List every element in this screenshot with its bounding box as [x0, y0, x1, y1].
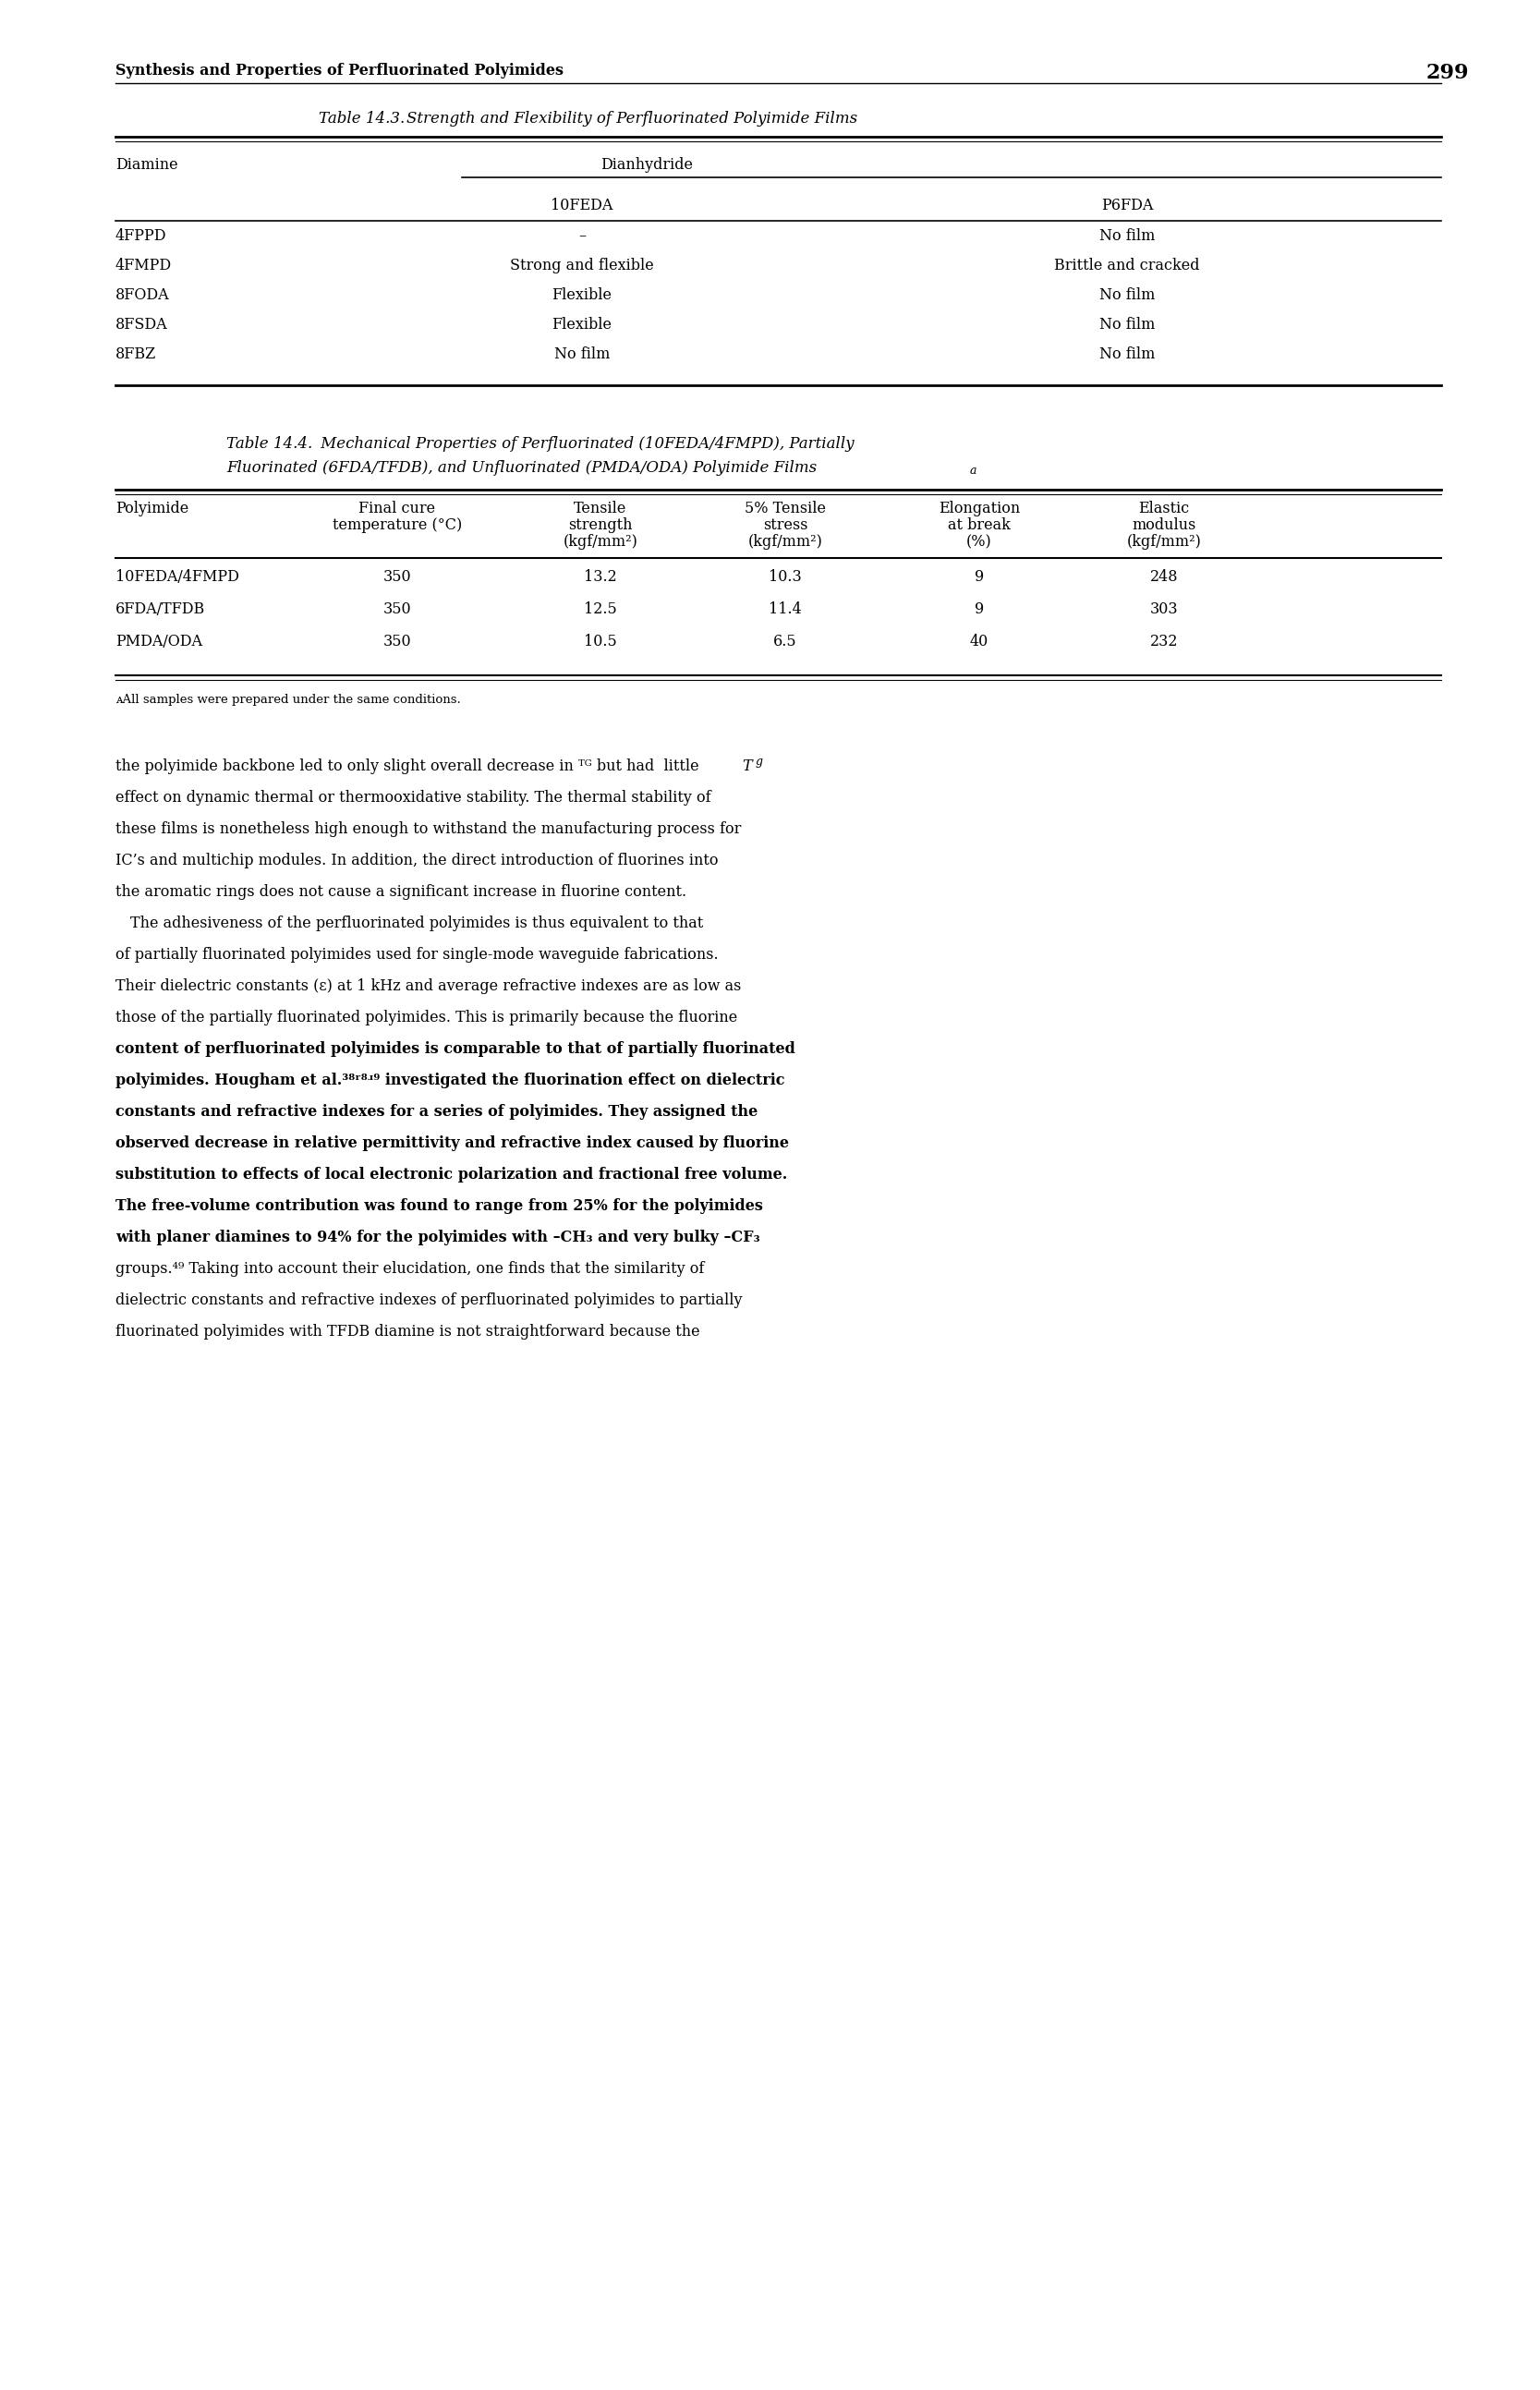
- Text: The adhesiveness of the perfluorinated polyimides is thus equivalent to that: The adhesiveness of the perfluorinated p…: [115, 915, 704, 932]
- Text: Fluorinated (6FDA/TFDB), and Unfluorinated (PMDA/ODA) Polyimide Films: Fluorinated (6FDA/TFDB), and Unfluorinat…: [226, 461, 816, 476]
- Text: Their dielectric constants (ε) at 1 kHz and average refractive indexes are as lo: Their dielectric constants (ε) at 1 kHz …: [115, 978, 741, 994]
- Text: 6FDA/TFDB: 6FDA/TFDB: [115, 602, 205, 617]
- Text: 9: 9: [975, 569, 984, 586]
- Text: 299: 299: [1426, 62, 1469, 84]
- Text: the aromatic rings does not cause a significant increase in fluorine content.: the aromatic rings does not cause a sign…: [115, 884, 687, 899]
- Text: Final cure: Final cure: [359, 502, 436, 516]
- Text: 4FPPD: 4FPPD: [115, 227, 166, 244]
- Text: these films is nonetheless high enough to withstand the manufacturing process fo: these films is nonetheless high enough t…: [115, 822, 741, 836]
- Text: modulus: modulus: [1132, 516, 1197, 533]
- Text: Strong and flexible: Strong and flexible: [510, 258, 654, 272]
- Text: with planer diamines to 94% for the polyimides with –CH₃ and very bulky –CF₃: with planer diamines to 94% for the poly…: [115, 1228, 759, 1245]
- Text: 8FSDA: 8FSDA: [115, 318, 168, 332]
- Text: fluorinated polyimides with TFDB diamine is not straightforward because the: fluorinated polyimides with TFDB diamine…: [115, 1324, 699, 1338]
- Text: Flexible: Flexible: [551, 318, 611, 332]
- Text: P6FDA: P6FDA: [1101, 198, 1153, 213]
- Text: Brittle and cracked: Brittle and cracked: [1055, 258, 1200, 272]
- Text: No film: No film: [1100, 287, 1155, 304]
- Text: 8FBZ: 8FBZ: [115, 347, 157, 363]
- Text: (kgf/mm²): (kgf/mm²): [564, 533, 638, 550]
- Text: (kgf/mm²): (kgf/mm²): [1127, 533, 1201, 550]
- Text: of partially fluorinated polyimides used for single-mode waveguide fabrications.: of partially fluorinated polyimides used…: [115, 946, 718, 963]
- Text: No film: No film: [1100, 347, 1155, 363]
- Text: 11.4: 11.4: [768, 602, 802, 617]
- Text: (%): (%): [967, 533, 992, 550]
- Text: strength: strength: [568, 516, 633, 533]
- Text: ᴀAll samples were prepared under the same conditions.: ᴀAll samples were prepared under the sam…: [115, 693, 460, 705]
- Text: Dianhydride: Dianhydride: [601, 158, 693, 172]
- Text: 40: 40: [970, 633, 989, 650]
- Text: 10FEDA/4FMPD: 10FEDA/4FMPD: [115, 569, 239, 586]
- Text: a: a: [970, 464, 976, 476]
- Text: Synthesis and Properties of Perfluorinated Polyimides: Synthesis and Properties of Perfluorinat…: [115, 62, 564, 79]
- Text: polyimides. Hougham et al.³⁸ʳ⁸ʴ⁹ investigated the fluorination effect on dielect: polyimides. Hougham et al.³⁸ʳ⁸ʴ⁹ investi…: [115, 1073, 785, 1087]
- Text: effect on dynamic thermal or thermooxidative stability. The thermal stability of: effect on dynamic thermal or thermooxida…: [115, 789, 711, 805]
- Text: 5% Tensile: 5% Tensile: [745, 502, 825, 516]
- Text: Table 14.4.: Table 14.4.: [226, 435, 313, 452]
- Text: The free-volume contribution was found to range from 25% for the polyimides: The free-volume contribution was found t…: [115, 1197, 762, 1214]
- Text: temperature (°C): temperature (°C): [333, 516, 462, 533]
- Text: (kgf/mm²): (kgf/mm²): [748, 533, 822, 550]
- Text: 350: 350: [383, 569, 411, 586]
- Text: groups.⁴⁹ Taking into account their elucidation, one finds that the similarity o: groups.⁴⁹ Taking into account their eluc…: [115, 1262, 704, 1276]
- Text: Mechanical Properties of Perfluorinated (10FEDA/4FMPD), Partially: Mechanical Properties of Perfluorinated …: [316, 435, 855, 452]
- Text: dielectric constants and refractive indexes of perfluorinated polyimides to part: dielectric constants and refractive inde…: [115, 1293, 742, 1307]
- Text: 350: 350: [383, 602, 411, 617]
- Text: Polyimide: Polyimide: [115, 502, 189, 516]
- Text: –: –: [578, 227, 585, 244]
- Text: 248: 248: [1150, 569, 1178, 586]
- Text: Diamine: Diamine: [115, 158, 179, 172]
- Text: constants and refractive indexes for a series of polyimides. They assigned the: constants and refractive indexes for a s…: [115, 1104, 758, 1119]
- Text: Elongation: Elongation: [938, 502, 1019, 516]
- Text: IC’s and multichip modules. In addition, the direct introduction of fluorines in: IC’s and multichip modules. In addition,…: [115, 853, 718, 868]
- Text: 350: 350: [383, 633, 411, 650]
- Text: No film: No film: [1100, 227, 1155, 244]
- Text: 6.5: 6.5: [773, 633, 798, 650]
- Text: Flexible: Flexible: [551, 287, 611, 304]
- Text: Tensile: Tensile: [574, 502, 627, 516]
- Text: 303: 303: [1150, 602, 1178, 617]
- Text: 10FEDA: 10FEDA: [551, 198, 613, 213]
- Text: stress: stress: [762, 516, 807, 533]
- Text: Elastic: Elastic: [1138, 502, 1189, 516]
- Text: 9: 9: [975, 602, 984, 617]
- Text: 10.3: 10.3: [768, 569, 802, 586]
- Text: 12.5: 12.5: [584, 602, 618, 617]
- Text: Table 14.3.: Table 14.3.: [319, 110, 410, 127]
- Text: 10.5: 10.5: [584, 633, 618, 650]
- Text: Strength and Flexibility of Perfluorinated Polyimide Films: Strength and Flexibility of Perfluorinat…: [407, 110, 858, 127]
- Text: No film: No film: [554, 347, 610, 363]
- Text: the polyimide backbone led to only slight overall decrease in ᵀᴳ but had  little: the polyimide backbone led to only sligh…: [115, 758, 699, 774]
- Text: No film: No film: [1100, 318, 1155, 332]
- Text: at break: at break: [949, 516, 1010, 533]
- Text: 4FMPD: 4FMPD: [115, 258, 172, 272]
- Text: T: T: [742, 758, 752, 774]
- Text: those of the partially fluorinated polyimides. This is primarily because the flu: those of the partially fluorinated polyi…: [115, 1009, 738, 1025]
- Text: PMDA/ODA: PMDA/ODA: [115, 633, 202, 650]
- Text: g: g: [756, 755, 764, 767]
- Text: substitution to effects of local electronic polarization and fractional free vol: substitution to effects of local electro…: [115, 1166, 787, 1183]
- Text: 8FODA: 8FODA: [115, 287, 169, 304]
- Text: content of perfluorinated polyimides is comparable to that of partially fluorina: content of perfluorinated polyimides is …: [115, 1042, 795, 1056]
- Text: observed decrease in relative permittivity and refractive index caused by fluori: observed decrease in relative permittivi…: [115, 1135, 788, 1152]
- Text: 232: 232: [1150, 633, 1178, 650]
- Text: 13.2: 13.2: [584, 569, 618, 586]
